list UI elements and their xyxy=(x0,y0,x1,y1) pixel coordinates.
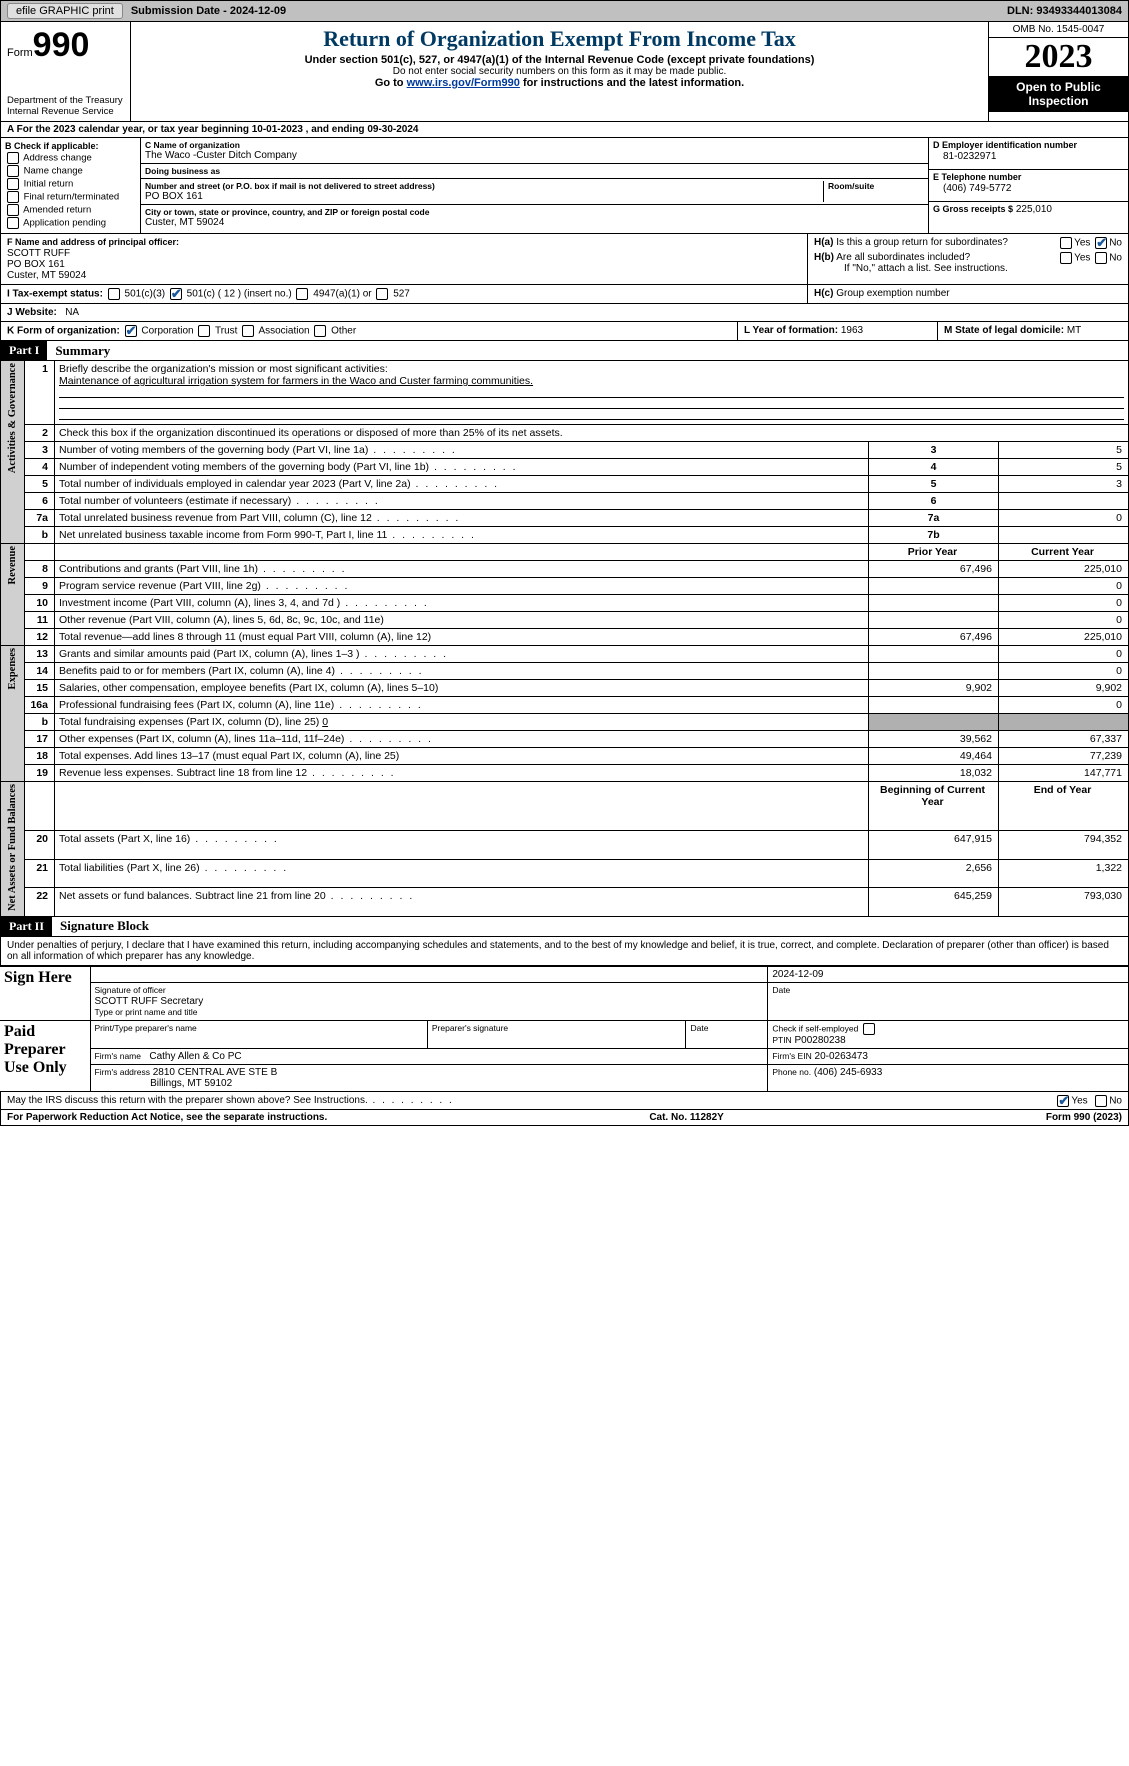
side-revenue: Revenue xyxy=(1,544,25,646)
form-title-box: Return of Organization Exempt From Incom… xyxy=(131,22,988,121)
form-number-box: Form990 Department of the Treasury Inter… xyxy=(1,22,131,121)
line3-val: 5 xyxy=(999,442,1129,459)
line6-val xyxy=(999,493,1129,510)
ein: 81-0232971 xyxy=(933,151,996,162)
header-block: B Check if applicable: Address change Na… xyxy=(0,138,1129,234)
period-line: A For the 2023 calendar year, or tax yea… xyxy=(0,122,1129,138)
efile-print-button[interactable]: efile GRAPHIC print xyxy=(7,3,123,19)
city-state-zip: Custer, MT 59024 xyxy=(145,217,224,228)
paid-preparer-label: Paid Preparer Use Only xyxy=(0,1020,90,1091)
col-prior: Prior Year xyxy=(869,544,999,561)
footer: For Paperwork Reduction Act Notice, see … xyxy=(0,1110,1129,1126)
chk-501c[interactable] xyxy=(170,288,182,300)
mission-text: Maintenance of agricultural irrigation s… xyxy=(59,375,533,387)
box-f: F Name and address of principal officer:… xyxy=(1,234,808,284)
box-b: B Check if applicable: Address change Na… xyxy=(1,138,141,233)
discuss-row: May the IRS discuss this return with the… xyxy=(0,1092,1129,1110)
part1-header: Part I Summary xyxy=(0,341,1129,361)
top-toolbar: efile GRAPHIC print Submission Date - 20… xyxy=(0,0,1129,22)
form-header: Form990 Department of the Treasury Inter… xyxy=(0,22,1129,122)
sig-date: 2024-12-09 xyxy=(768,966,1129,982)
officer-city: Custer, MT 59024 xyxy=(7,270,86,281)
box-l: L Year of formation: 1963 xyxy=(738,322,938,340)
firm-addr2: Billings, MT 59102 xyxy=(150,1078,232,1089)
col-begin: Beginning of Current Year xyxy=(869,782,999,831)
phone: (406) 749-5772 xyxy=(933,183,1011,194)
footer-right: Form 990 (2023) xyxy=(1046,1112,1122,1123)
side-activities: Activities & Governance xyxy=(1,361,25,544)
hb-yes[interactable] xyxy=(1060,252,1072,264)
ih-row: I Tax-exempt status: 501(c)(3) 501(c) ( … xyxy=(0,285,1129,304)
chk-self-employed[interactable] xyxy=(863,1023,875,1035)
submission-date: Submission Date - 2024-12-09 xyxy=(131,5,286,17)
goto-line: Go to www.irs.gov/Form990 for instructio… xyxy=(139,77,980,89)
chk-4947[interactable] xyxy=(296,288,308,300)
part2-header: Part II Signature Block xyxy=(0,917,1129,937)
line5-val: 3 xyxy=(999,476,1129,493)
discuss-yes[interactable] xyxy=(1057,1095,1069,1107)
chk-assoc[interactable] xyxy=(242,325,254,337)
year-box: OMB No. 1545-0047 2023 Open to Public In… xyxy=(988,22,1128,121)
irs-link[interactable]: www.irs.gov/Form990 xyxy=(407,77,520,89)
form-subtitle-2: Do not enter social security numbers on … xyxy=(139,66,980,77)
form-title: Return of Organization Exempt From Incom… xyxy=(139,26,980,52)
open-public: Open to Public Inspection xyxy=(989,76,1128,112)
chk-final-return[interactable]: Final return/terminated xyxy=(5,191,136,203)
line7a-val: 0 xyxy=(999,510,1129,527)
signature-table: Sign Here 2024-12-09 Signature of office… xyxy=(0,966,1129,1092)
dln: DLN: 93493344013084 xyxy=(1007,5,1122,17)
side-netassets: Net Assets or Fund Balances xyxy=(1,782,25,917)
box-c: C Name of organization The Waco -Custer … xyxy=(141,138,928,233)
firm-phone: (406) 245-6933 xyxy=(814,1067,882,1078)
chk-name-change[interactable]: Name change xyxy=(5,165,136,177)
box-deg: D Employer identification number 81-0232… xyxy=(928,138,1128,233)
firm-ein: 20-0263473 xyxy=(815,1051,868,1062)
gross-receipts: 225,010 xyxy=(1016,204,1052,215)
officer-sig: SCOTT RUFF Secretary xyxy=(95,996,204,1007)
chk-amended-return[interactable]: Amended return xyxy=(5,204,136,216)
chk-initial-return[interactable]: Initial return xyxy=(5,178,136,190)
sign-here-label: Sign Here xyxy=(0,966,90,1020)
box-i: I Tax-exempt status: 501(c)(3) 501(c) ( … xyxy=(1,285,808,303)
box-h: H(a) Is this a group return for subordin… xyxy=(808,234,1128,284)
chk-trust[interactable] xyxy=(198,325,210,337)
org-name: The Waco -Custer Ditch Company xyxy=(145,150,297,161)
col-current: Current Year xyxy=(999,544,1129,561)
footer-mid: Cat. No. 11282Y xyxy=(649,1112,723,1123)
ha-no[interactable] xyxy=(1095,237,1107,249)
form-subtitle-1: Under section 501(c), 527, or 4947(a)(1)… xyxy=(139,54,980,66)
hb-no[interactable] xyxy=(1095,252,1107,264)
ptin: P00280238 xyxy=(794,1035,845,1046)
dept-label: Department of the Treasury Internal Reve… xyxy=(7,95,124,117)
footer-left: For Paperwork Reduction Act Notice, see … xyxy=(7,1112,327,1123)
chk-address-change[interactable]: Address change xyxy=(5,152,136,164)
col-end: End of Year xyxy=(999,782,1129,831)
fh-row: F Name and address of principal officer:… xyxy=(0,234,1129,285)
chk-other[interactable] xyxy=(314,325,326,337)
street: PO BOX 161 xyxy=(145,191,203,202)
side-expenses: Expenses xyxy=(1,646,25,782)
tax-year: 2023 xyxy=(989,38,1128,76)
officer-street: PO BOX 161 xyxy=(7,259,65,270)
box-m: M State of legal domicile: MT xyxy=(938,322,1128,340)
line4-val: 5 xyxy=(999,459,1129,476)
chk-501c3[interactable] xyxy=(108,288,120,300)
discuss-no[interactable] xyxy=(1095,1095,1107,1107)
box-k: K Form of organization: Corporation Trus… xyxy=(1,322,738,340)
penalty-text: Under penalties of perjury, I declare th… xyxy=(0,937,1129,966)
officer-name: SCOTT RUFF xyxy=(7,248,70,259)
firm-addr1: 2810 CENTRAL AVE STE B xyxy=(153,1067,278,1078)
ha-yes[interactable] xyxy=(1060,237,1072,249)
summary-table: Activities & Governance 1 Briefly descri… xyxy=(0,361,1129,917)
firm-name: Cathy Allen & Co PC xyxy=(149,1051,241,1062)
box-j: J Website: NA xyxy=(0,304,1129,322)
box-hc: H(c) Group exemption number xyxy=(808,285,1128,303)
omb-number: OMB No. 1545-0047 xyxy=(989,22,1128,38)
website: NA xyxy=(65,307,79,318)
line7b-val xyxy=(999,527,1129,544)
chk-corp[interactable] xyxy=(125,325,137,337)
chk-527[interactable] xyxy=(376,288,388,300)
klm-row: K Form of organization: Corporation Trus… xyxy=(0,322,1129,341)
chk-app-pending[interactable]: Application pending xyxy=(5,217,136,229)
